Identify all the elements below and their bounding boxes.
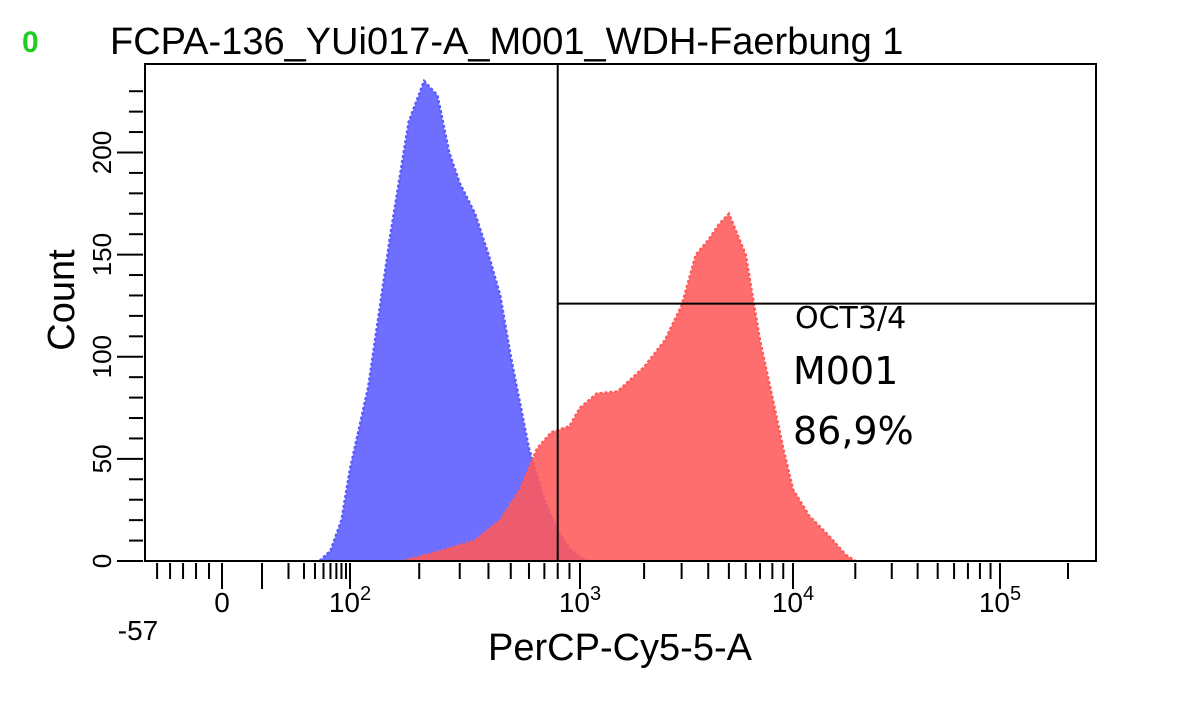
x-tick-label: 0 [214, 587, 230, 618]
y-tick-label: 200 [87, 131, 117, 174]
series-area-1 [317, 78, 590, 561]
sample-marker: 0 [22, 26, 39, 59]
y-axis-label: Count [41, 249, 83, 351]
gate-population-label: M001 [793, 349, 898, 393]
x-tick-label: 103 [559, 583, 601, 618]
gate-name-label: OCT3/4 [795, 301, 906, 336]
y-tick-label: 150 [87, 233, 117, 276]
series-area-2 [402, 211, 858, 561]
x-tick-label: 105 [979, 583, 1021, 618]
plot-frame [144, 63, 1097, 562]
x-tick-label: 102 [329, 583, 371, 618]
y-tick-label: 0 [87, 554, 117, 568]
y-tick-label: 100 [87, 335, 117, 378]
chart-title: FCPA-136_YUi017-A_M001_WDH-Faerbung 1 [110, 21, 903, 63]
x-tick-label: -57 [118, 615, 158, 646]
x-tick-label: 104 [772, 583, 814, 618]
y-tick-label: 50 [87, 444, 117, 473]
x-axis-label: PerCP-Cy5-5-A [488, 627, 753, 669]
gate-percent-label: 86,9% [793, 409, 914, 453]
